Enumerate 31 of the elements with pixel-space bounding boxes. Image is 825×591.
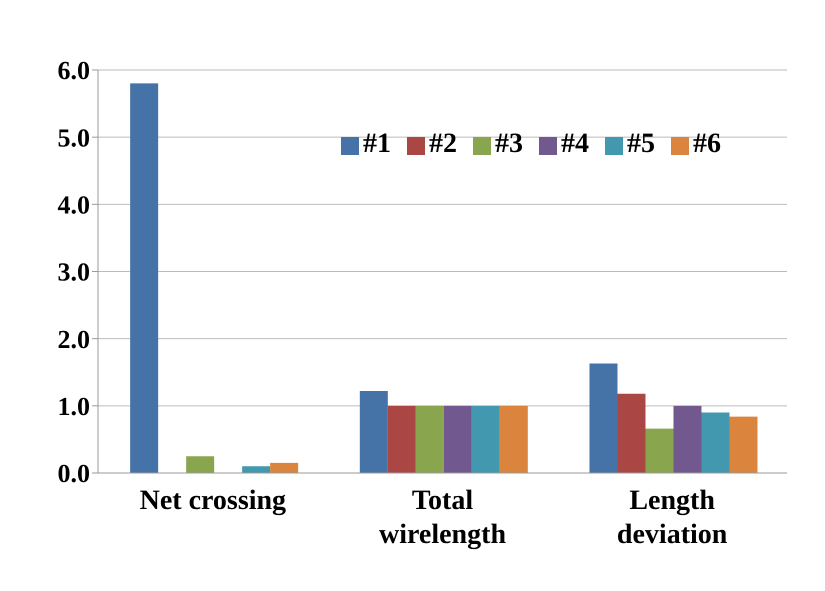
- bar: [472, 406, 500, 473]
- legend-label: #5: [627, 128, 655, 159]
- y-tick-label: 4.0: [58, 190, 90, 220]
- y-tick-label: 2.0: [58, 324, 90, 354]
- x-tick-label: Length deviation: [616, 485, 728, 550]
- bar: [444, 406, 472, 473]
- bar: [186, 456, 214, 473]
- legend-label: #3: [495, 128, 523, 159]
- bar: [617, 394, 646, 473]
- bar: [500, 406, 528, 473]
- y-tick-label: 0.0: [58, 459, 90, 488]
- bar: [589, 364, 618, 473]
- bar: [701, 412, 730, 473]
- legend-label: #2: [429, 128, 457, 159]
- y-tick-label: 5.0: [58, 123, 90, 152]
- y-tick-label: 1.0: [58, 392, 90, 422]
- bar: [130, 83, 158, 473]
- legend-label: #4: [561, 128, 589, 159]
- x-tick-label: Net crossing: [140, 485, 286, 516]
- bar: [416, 406, 444, 473]
- legend-label: #6: [693, 128, 721, 159]
- y-tick-label: 3.0: [58, 258, 90, 287]
- legend-label: #1: [363, 128, 391, 159]
- bar: [360, 391, 388, 473]
- bar: [388, 406, 416, 473]
- bar: [270, 462, 298, 473]
- x-tick-label: Total wirelength: [378, 485, 506, 550]
- bar: [673, 406, 702, 473]
- y-tick-label: 6.0: [58, 56, 90, 86]
- bar: [729, 416, 758, 473]
- bar: [645, 428, 674, 473]
